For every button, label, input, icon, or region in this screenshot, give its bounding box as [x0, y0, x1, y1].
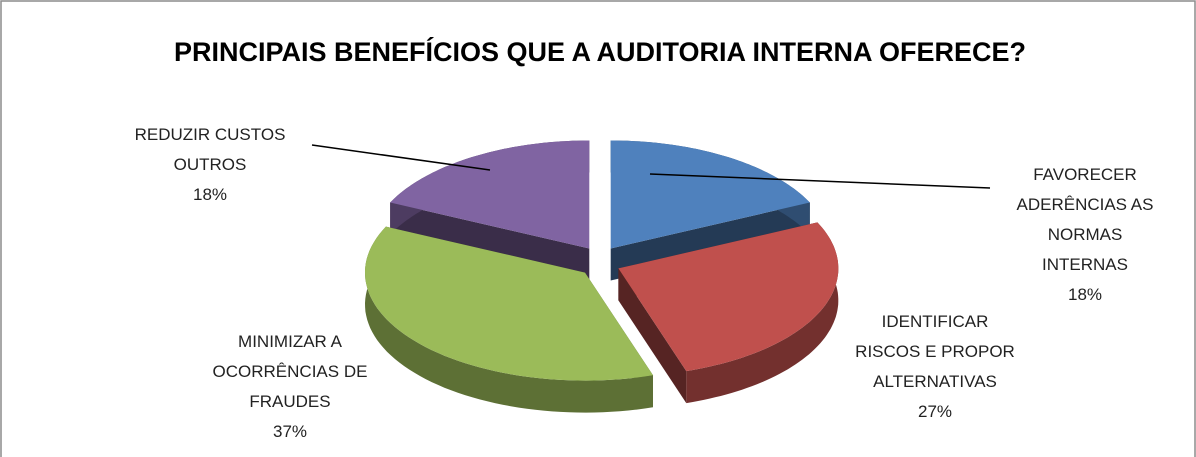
slice [618, 222, 839, 372]
data-label: FAVORECER ADERÊNCIAS AS NORMAS INTERNAS [1016, 165, 1154, 274]
leader-line [649, 173, 991, 189]
leader-line [311, 144, 491, 171]
data-label-value: 18% [192, 185, 228, 204]
data-label: MINIMIZAR A OCORRÊNCIAS DE FRAUDES [212, 332, 368, 411]
data-label-value: 18% [1067, 285, 1103, 304]
slice [610, 140, 810, 249]
slice-side [365, 226, 653, 413]
slice-wall [618, 268, 687, 404]
data-label: IDENTIFICAR RISCOS E PROPOR ALTERNATIVAS [855, 312, 1015, 391]
slice-side [686, 222, 839, 404]
chart-title: PRINCIPAIS BENEFÍCIOS QUE A AUDITORIA IN… [173, 37, 1027, 67]
slice [365, 226, 653, 381]
slice [390, 140, 590, 249]
data-label-value: 37% [272, 422, 308, 441]
slice-wall [390, 202, 590, 281]
data-label: REDUZIR CUSTOS OUTROS [134, 125, 286, 174]
data-label-value: 27% [917, 402, 953, 421]
